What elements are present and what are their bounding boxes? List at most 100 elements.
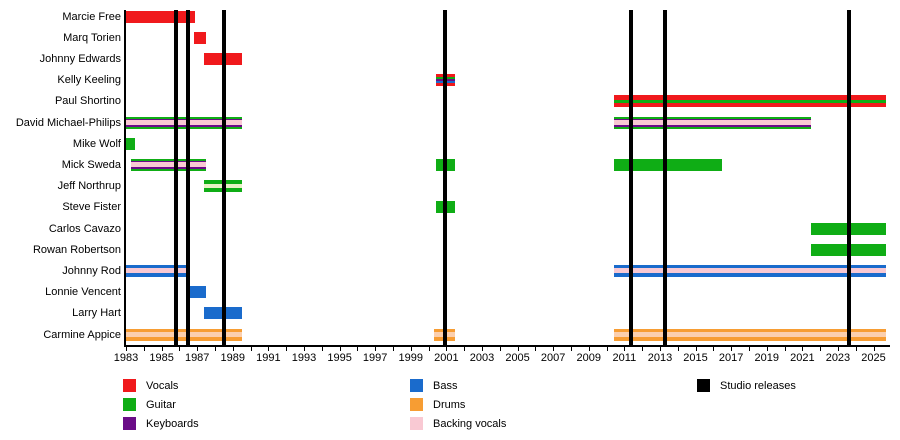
x-axis-tick-label: 2023 <box>825 352 851 364</box>
bar-stripe-red <box>613 102 886 108</box>
x-axis-tick-label: 2017 <box>718 352 744 364</box>
y-axis-line <box>124 10 126 347</box>
member-label: Rowan Robertson <box>32 243 121 256</box>
studio-release-line <box>173 10 178 345</box>
member-label: Johnny Rod <box>62 264 121 277</box>
x-axis-tick <box>748 347 750 351</box>
x-axis-tick-label: 1983 <box>113 352 139 364</box>
x-axis-tick <box>161 347 163 351</box>
member-label: Paul Shortino <box>54 95 121 108</box>
membership-bar <box>613 264 886 277</box>
legend-item: Bass <box>410 376 506 395</box>
studio-release-line <box>221 10 226 345</box>
member-label: Mike Wolf <box>72 137 121 150</box>
bar-stripe-blue <box>126 264 189 269</box>
member-label: Jeff Northrup <box>57 180 121 193</box>
bar-stripe-blue <box>186 286 207 299</box>
x-axis-tick <box>428 347 430 351</box>
x-axis-tick-label: 2013 <box>647 352 673 364</box>
legend-item: Backing vocals <box>410 414 506 433</box>
legend-label: Drums <box>433 398 466 411</box>
bar-stripe-purple <box>131 160 207 163</box>
x-axis-line <box>124 345 890 347</box>
legend-swatch-red <box>123 379 136 392</box>
x-axis-tick <box>677 347 679 351</box>
bar-stripe-purple <box>126 125 242 127</box>
x-axis-tick <box>268 347 270 351</box>
x-axis-tick <box>855 347 857 351</box>
studio-release-line <box>846 10 851 345</box>
bar-stripe-pink <box>126 268 189 274</box>
x-axis-tick <box>321 347 323 351</box>
bar-stripe-pink <box>613 268 886 274</box>
bar-stripe-green <box>126 137 135 150</box>
x-axis-tick-label: 2019 <box>754 352 779 364</box>
x-axis-tick <box>517 347 519 351</box>
x-axis-tick <box>820 347 822 351</box>
bar-stripe-pink <box>613 120 812 125</box>
legend-swatch-green <box>123 398 136 411</box>
x-axis-tick <box>357 347 359 351</box>
legend-column: Studio releases <box>697 376 796 395</box>
x-axis-tick <box>802 347 804 351</box>
membership-bar <box>126 328 242 341</box>
legend-label: Vocals <box>146 379 179 392</box>
x-axis-tick <box>837 347 839 351</box>
x-axis-tick <box>624 347 626 351</box>
legend-item: Vocals <box>123 376 199 395</box>
legend-swatch-black <box>697 379 710 392</box>
legend-swatch-purple <box>123 417 136 430</box>
bar-stripe-green <box>131 168 207 171</box>
x-axis-tick-label: 2005 <box>505 352 530 364</box>
x-axis-tick <box>766 347 768 351</box>
x-axis-tick <box>375 347 377 351</box>
legend-swatch-blue <box>410 379 423 392</box>
x-axis-tick-label: 1999 <box>398 352 424 364</box>
x-axis-tick-label: 1989 <box>220 352 246 364</box>
x-axis-tick <box>464 347 466 351</box>
x-axis-tick <box>197 347 199 351</box>
x-axis-tick <box>179 347 181 351</box>
bar-stripe-purple <box>126 118 242 120</box>
bar-stripe-red <box>126 10 196 23</box>
x-axis-tick <box>553 347 555 351</box>
studio-release-line <box>186 10 191 345</box>
membership-bar <box>193 31 207 44</box>
x-axis-tick <box>588 347 590 351</box>
membership-bar <box>613 116 812 129</box>
legend-label: Studio releases <box>720 379 796 392</box>
x-axis-tick <box>126 347 127 351</box>
membership-bar <box>131 158 207 171</box>
x-axis-tick <box>695 347 697 351</box>
x-axis-tick-label: 2007 <box>540 352 566 364</box>
x-axis-tick <box>143 347 145 351</box>
x-axis-tick <box>535 347 537 351</box>
x-axis-tick <box>659 347 661 351</box>
x-axis-tick <box>642 347 644 351</box>
x-axis-tick <box>250 347 252 351</box>
x-axis-tick-label: 2009 <box>576 352 601 364</box>
x-axis-tick-label: 2003 <box>469 352 495 364</box>
legend-column: Bass Drums Backing vocals <box>410 376 506 433</box>
legend-item: Drums <box>410 395 506 414</box>
legend-label: Backing vocals <box>433 417 507 430</box>
legend-column: Vocals Guitar Keyboards <box>123 376 199 433</box>
member-label: Marq Torien <box>63 31 121 44</box>
legend-label: Guitar <box>146 398 176 411</box>
x-axis-tick-label: 1987 <box>184 352 210 364</box>
bar-stripe-red <box>613 95 886 100</box>
x-axis-tick <box>499 347 501 351</box>
x-axis-tick <box>731 347 733 351</box>
x-axis-tick-label: 2015 <box>683 352 708 364</box>
bar-stripe-orange <box>126 328 242 332</box>
bar-stripe-peach <box>126 332 242 337</box>
x-axis-tick <box>339 347 341 351</box>
x-axis-tick <box>410 347 412 351</box>
bar-stripe-purple <box>131 167 207 169</box>
member-label: Larry Hart <box>72 307 121 320</box>
x-axis-tick <box>286 347 288 351</box>
x-axis-tick-label: 2001 <box>434 352 459 364</box>
bar-stripe-blue <box>613 273 886 277</box>
legend-item: Studio releases <box>697 376 796 395</box>
